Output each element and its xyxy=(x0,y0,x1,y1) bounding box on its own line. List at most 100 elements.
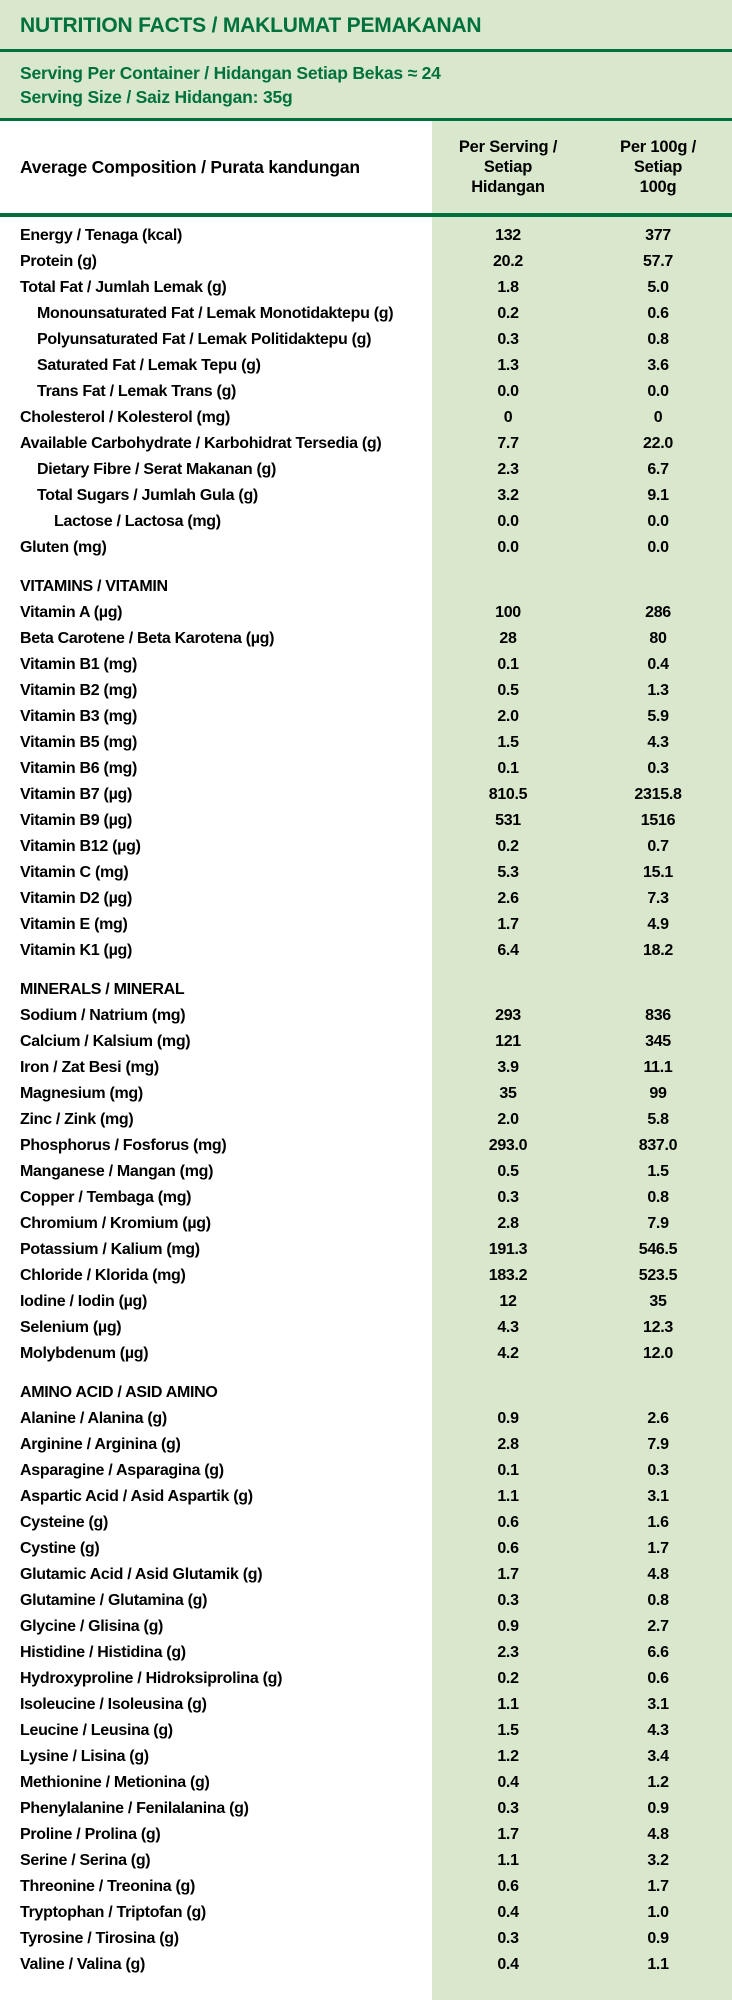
table-row: Alanine / Alanina (g) 0.9 2.6 xyxy=(0,1406,732,1432)
nutrient-name: Calcium / Kalsium (mg) xyxy=(20,1033,191,1050)
table-row: Cystine (g) 0.6 1.7 xyxy=(0,1536,732,1562)
column-header-composition: Average Composition / Purata kandungan xyxy=(0,121,432,213)
table-row: Manganese / Mangan (mg) 0.5 1.5 xyxy=(0,1159,732,1185)
table-row: Vitamin K1 (µg) 6.4 18.2 xyxy=(0,938,732,964)
value-per-100g: 4.3 xyxy=(647,1722,669,1739)
value-per-100g: 3.2 xyxy=(647,1852,669,1869)
value-per-serving: 12 xyxy=(499,1293,517,1310)
nutrient-name: Glutamic Acid / Asid Glutamik (g) xyxy=(20,1566,263,1583)
nutrient-name: Glutamine / Glutamina (g) xyxy=(20,1592,208,1609)
nutrient-name: Valine / Valina (g) xyxy=(20,1956,146,1973)
value-per-100g: 0.6 xyxy=(647,305,669,322)
nutrient-name: Cystine (g) xyxy=(20,1540,100,1557)
value-per-serving: 293 xyxy=(495,1007,521,1024)
table-row: Vitamin B7 (µg) 810.5 2315.8 xyxy=(0,782,732,808)
nutrient-name: Vitamin B7 (µg) xyxy=(20,786,132,803)
value-per-100g: 0.0 xyxy=(647,383,669,400)
value-per-serving: 0.0 xyxy=(497,539,519,556)
table-row: Phenylalanine / Fenilalanina (g) 0.3 0.9 xyxy=(0,1796,732,1822)
nutrient-name: Serine / Serina (g) xyxy=(20,1852,151,1869)
table-row: Tryptophan / Triptofan (g) 0.4 1.0 xyxy=(0,1900,732,1926)
value-per-100g: 1.5 xyxy=(647,1163,669,1180)
value-per-serving: 183.2 xyxy=(488,1267,528,1284)
table-row: Lactose / Lactosa (mg) 0.0 0.0 xyxy=(0,509,732,535)
nutrient-name: Vitamin B12 (µg) xyxy=(20,838,141,855)
nutrient-name: Vitamin A (µg) xyxy=(20,604,123,621)
value-per-serving: 2.0 xyxy=(497,1111,519,1128)
value-per-100g: 5.8 xyxy=(647,1111,669,1128)
section-title: VITAMINS / VITAMIN xyxy=(20,578,168,595)
value-per-serving: 1.1 xyxy=(497,1696,519,1713)
table-row: Vitamin B2 (mg) 0.5 1.3 xyxy=(0,678,732,704)
table-row: Dietary Fibre / Serat Makanan (g) 2.3 6.7 xyxy=(0,457,732,483)
nutrient-name: Methionine / Metionina (g) xyxy=(20,1774,210,1791)
value-per-100g: 836 xyxy=(645,1007,671,1024)
value-per-serving: 0.4 xyxy=(497,1774,519,1791)
table-row: Trans Fat / Lemak Trans (g) 0.0 0.0 xyxy=(0,379,732,405)
table-header: Average Composition / Purata kandungan P… xyxy=(0,121,732,217)
value-per-serving: 1.7 xyxy=(497,916,519,933)
value-per-serving: 3.9 xyxy=(497,1059,519,1076)
value-per-100g: 0.9 xyxy=(647,1800,669,1817)
value-per-serving: 20.2 xyxy=(493,253,523,270)
nutrient-name: Total Fat / Jumlah Lemak (g) xyxy=(20,279,227,296)
value-per-serving: 293.0 xyxy=(488,1137,528,1154)
nutrient-name: Copper / Tembaga (mg) xyxy=(20,1189,192,1206)
value-per-100g: 377 xyxy=(645,227,671,244)
nutrient-name: Vitamin B5 (mg) xyxy=(20,734,138,751)
value-per-100g: 837.0 xyxy=(638,1137,678,1154)
table-row: Threonine / Treonina (g) 0.6 1.7 xyxy=(0,1874,732,1900)
value-per-serving: 7.7 xyxy=(497,435,519,452)
value-per-100g: 1.1 xyxy=(647,1956,669,1973)
value-per-serving xyxy=(432,1380,584,1406)
value-per-serving: 810.5 xyxy=(488,786,528,803)
table-row: Available Carbohydrate / Karbohidrat Ter… xyxy=(0,431,732,457)
table-row: Vitamin C (mg) 5.3 15.1 xyxy=(0,860,732,886)
value-per-100g: 546.5 xyxy=(638,1241,678,1258)
nutrient-name: Protein (g) xyxy=(20,253,97,270)
value-per-100g: 9.1 xyxy=(647,487,669,504)
value-per-serving: 35 xyxy=(499,1085,517,1102)
value-per-serving: 0.1 xyxy=(497,656,519,673)
nutrient-name: Isoleucine / Isoleusina (g) xyxy=(20,1696,207,1713)
page-title: NUTRITION FACTS / MAKLUMAT PEMAKANAN xyxy=(20,14,482,37)
table-row: Vitamin B6 (mg) 0.1 0.3 xyxy=(0,756,732,782)
section-header: AMINO ACID / ASID AMINO xyxy=(0,1380,732,1406)
value-per-serving: 531 xyxy=(495,812,521,829)
table-row: Total Sugars / Jumlah Gula (g) 3.2 9.1 xyxy=(0,483,732,509)
value-per-serving: 2.6 xyxy=(497,890,519,907)
value-per-serving: 1.3 xyxy=(497,357,519,374)
value-per-serving: 0.4 xyxy=(497,1904,519,1921)
value-per-serving: 0.3 xyxy=(497,1592,519,1609)
table-row: Isoleucine / Isoleusina (g) 1.1 3.1 xyxy=(0,1692,732,1718)
table-row: Histidine / Histidina (g) 2.3 6.6 xyxy=(0,1640,732,1666)
value-per-serving: 2.0 xyxy=(497,708,519,725)
value-per-serving: 4.2 xyxy=(497,1345,519,1362)
value-per-100g: 523.5 xyxy=(638,1267,678,1284)
value-per-100g: 1.7 xyxy=(647,1540,669,1557)
nutrient-name: Arginine / Arginina (g) xyxy=(20,1436,181,1453)
table-row: Tyrosine / Tirosina (g) 0.3 0.9 xyxy=(0,1926,732,1952)
value-per-100g: 1.3 xyxy=(647,682,669,699)
value-per-100g: 0.0 xyxy=(647,539,669,556)
nutrient-name: Chloride / Klorida (mg) xyxy=(20,1267,186,1284)
value-per-100g: 57.7 xyxy=(643,253,673,270)
value-per-serving: 1.5 xyxy=(497,734,519,751)
table-row: Proline / Prolina (g) 1.7 4.8 xyxy=(0,1822,732,1848)
table-row: Methionine / Metionina (g) 0.4 1.2 xyxy=(0,1770,732,1796)
value-per-serving: 1.5 xyxy=(497,1722,519,1739)
nutrient-name: Tryptophan / Triptofan (g) xyxy=(20,1904,206,1921)
value-per-100g: 2315.8 xyxy=(634,786,682,803)
value-per-100g: 0.0 xyxy=(647,513,669,530)
value-per-100g: 3.1 xyxy=(647,1488,669,1505)
value-per-100g: 0.9 xyxy=(647,1930,669,1947)
value-per-serving: 0.5 xyxy=(497,682,519,699)
value-per-100g: 0 xyxy=(653,409,663,426)
nutrient-name: Vitamin B3 (mg) xyxy=(20,708,138,725)
nutrient-name: Saturated Fat / Lemak Tepu (g) xyxy=(37,357,261,374)
table-row: Monounsaturated Fat / Lemak Monotidaktep… xyxy=(0,301,732,327)
nutrient-name: Dietary Fibre / Serat Makanan (g) xyxy=(37,461,277,478)
value-per-serving: 0.3 xyxy=(497,1930,519,1947)
table-row: Serine / Serina (g) 1.1 3.2 xyxy=(0,1848,732,1874)
